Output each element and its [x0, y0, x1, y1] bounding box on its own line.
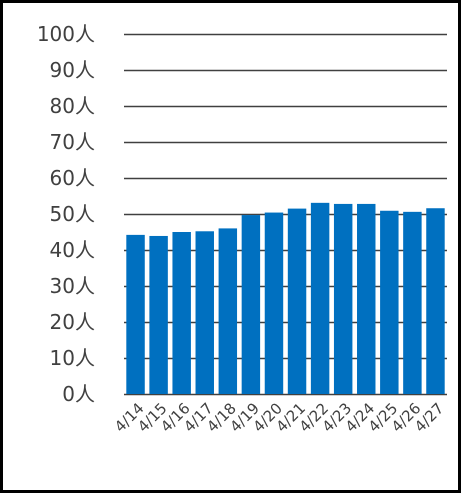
bar: [172, 232, 191, 394]
bar: [287, 208, 307, 394]
y-tick-label: 40人: [50, 238, 95, 262]
bar: [357, 203, 376, 394]
bar: [195, 231, 214, 394]
bar: [149, 235, 168, 394]
y-tick-label: 100人: [37, 22, 95, 46]
bar: [403, 211, 422, 394]
y-tick-label: 10人: [50, 346, 95, 370]
bar: [310, 202, 330, 394]
bar: [380, 210, 399, 394]
bar: [426, 208, 445, 394]
bars: [126, 202, 445, 394]
bar: [264, 212, 284, 394]
y-tick-label: 30人: [50, 274, 95, 298]
y-axis-tick-labels: 0人 10人 20人 30人 40人 50人 60人 70人 80人 90人 100人: [37, 22, 95, 406]
y-tick-label: 20人: [50, 310, 95, 334]
bar: [241, 215, 261, 394]
y-tick-label: 0人: [62, 382, 95, 406]
y-tick-label: 70人: [50, 130, 95, 154]
y-tick-label: 60人: [50, 166, 95, 190]
bar: [126, 234, 145, 394]
y-tick-label: 90人: [50, 58, 95, 82]
y-tick-label: 50人: [50, 202, 95, 226]
bar: [333, 203, 353, 394]
bar: [218, 228, 238, 394]
y-tick-label: 80人: [50, 94, 95, 118]
